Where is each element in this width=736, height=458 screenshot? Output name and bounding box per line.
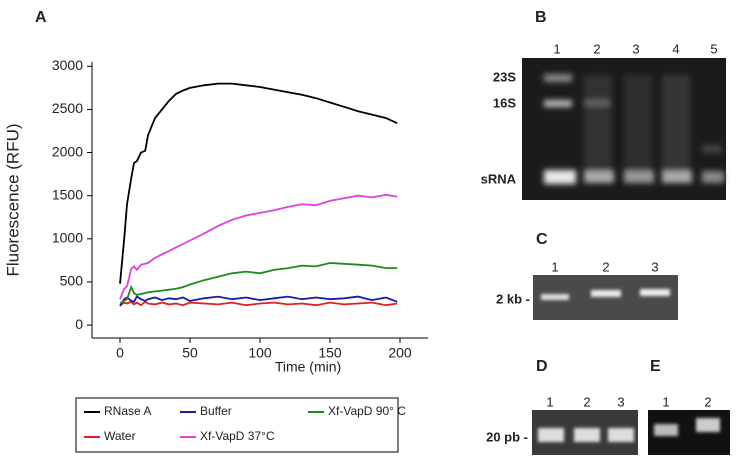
- lane-number: 1: [553, 41, 560, 56]
- legend-label: Buffer: [200, 404, 232, 418]
- panel-label: A: [35, 9, 47, 26]
- gel-bands: [538, 428, 634, 442]
- legend-label: Xf-VapD 37°C: [200, 429, 275, 443]
- marker-label: 20 pb -: [486, 429, 528, 444]
- marker-label: sRNA: [481, 171, 517, 186]
- y-tick-label: 1500: [52, 186, 83, 202]
- lane-number: 1: [551, 259, 558, 274]
- series-line: [119, 82, 398, 284]
- lane-number: 4: [672, 41, 679, 56]
- panel-label: D: [536, 358, 548, 375]
- legend-label: Xf-VapD 90° C: [328, 404, 406, 418]
- lane-number: 3: [617, 394, 624, 409]
- y-tick-label: 500: [60, 273, 84, 289]
- series-line: [119, 295, 398, 307]
- lane-number: 5: [710, 41, 717, 56]
- x-tick-label: 200: [388, 345, 412, 361]
- lane-number: 3: [651, 259, 658, 274]
- legend-label: Water: [104, 429, 136, 443]
- x-tick-label: 50: [182, 345, 198, 361]
- lane-number: 1: [546, 394, 553, 409]
- panel-label: B: [535, 9, 547, 26]
- lane-number: 2: [583, 394, 590, 409]
- legend: [75, 397, 399, 453]
- marker-label: 23S: [493, 69, 516, 84]
- series-line: [119, 300, 398, 307]
- series-line: [119, 262, 398, 305]
- y-tick-label: 2000: [52, 143, 83, 159]
- lane-number: 1: [662, 394, 669, 409]
- gel-bands: [654, 418, 720, 436]
- marker-label: 16S: [493, 95, 516, 110]
- lane-number: 3: [632, 41, 639, 56]
- legend-label: RNase A: [104, 404, 151, 418]
- marker-label: 2 kb -: [496, 291, 530, 306]
- y-axis-title: Fluorescence (RFU): [3, 123, 22, 276]
- x-tick-label: 100: [248, 345, 272, 361]
- y-tick-label: 3000: [52, 57, 83, 73]
- y-tick-label: 0: [75, 316, 83, 332]
- x-tick-label: 0: [116, 345, 124, 361]
- x-axis-title: Time (min): [275, 359, 341, 375]
- series-line: [119, 193, 398, 300]
- lane-number: 2: [704, 394, 711, 409]
- lane-number: 2: [602, 259, 609, 274]
- lane-number: 2: [593, 41, 600, 56]
- gel-bands: [541, 289, 670, 300]
- gel-bands: [544, 74, 724, 184]
- y-tick-label: 2500: [52, 100, 83, 116]
- x-tick-label: 150: [318, 345, 342, 361]
- y-tick-label: 1000: [52, 230, 83, 246]
- panel-label: C: [536, 231, 548, 248]
- panel-label: E: [650, 358, 661, 375]
